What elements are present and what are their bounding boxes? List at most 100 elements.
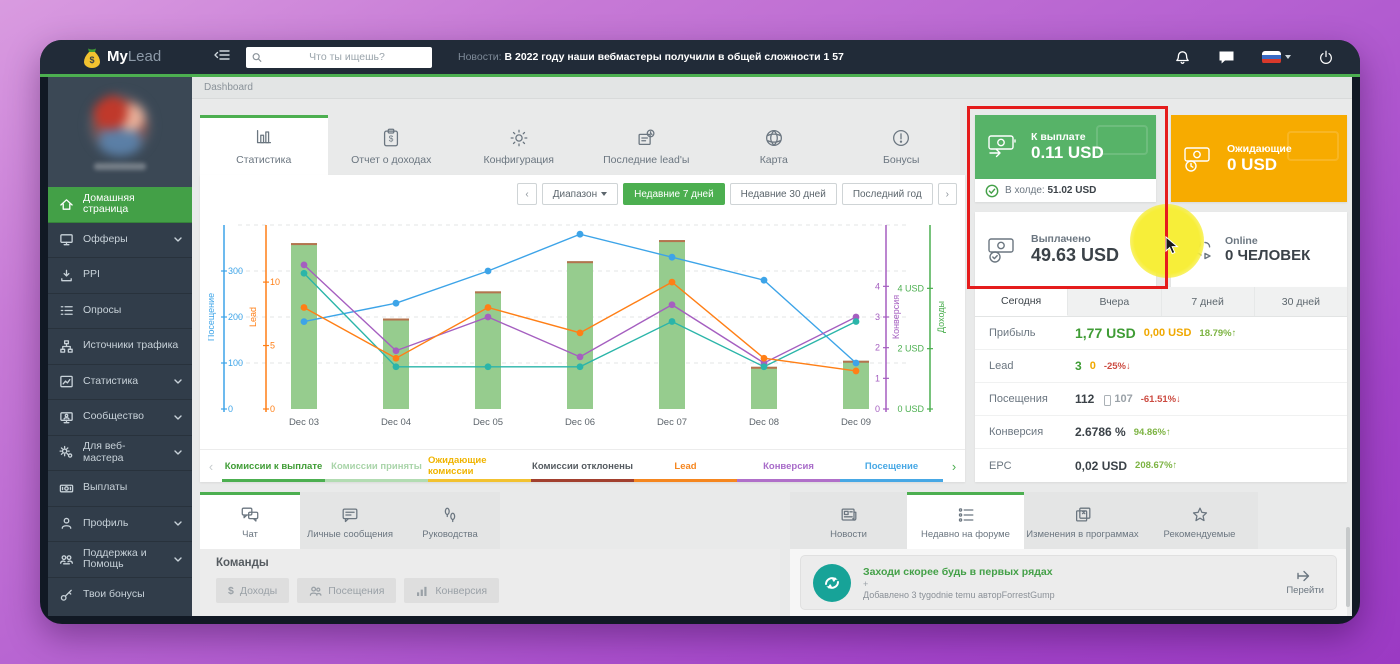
svg-text:Dec 09: Dec 09 xyxy=(841,417,871,428)
statistics-chart[interactable]: 0 100 200 300 Посещение 0 5 10 Lead 0 1 2 3 4 Конверси… xyxy=(208,211,956,445)
svg-text:1: 1 xyxy=(875,373,880,383)
legend-item[interactable]: Конверсия xyxy=(737,450,840,482)
range-7days-button[interactable]: Недавние 7 дней xyxy=(623,183,725,205)
leads-clock-icon xyxy=(638,129,655,146)
paid-card[interactable]: Выплачено 49.63 USD xyxy=(975,212,1156,287)
mobile-phone-icon xyxy=(1104,394,1112,406)
forum-post[interactable]: Заходи скорее будь в первых рядах + Доба… xyxy=(800,555,1337,610)
sidebar-item-ppi[interactable]: PPI xyxy=(48,258,192,294)
forum-topic-icon xyxy=(813,563,851,602)
sidebar-item-webmaster-tools[interactable]: Для веб-мастера xyxy=(48,436,192,471)
language-selector[interactable] xyxy=(1262,50,1291,64)
legend-prev-icon[interactable]: ‹ xyxy=(208,458,214,474)
sidebar-toggle-icon[interactable] xyxy=(214,48,230,67)
svg-text:0 USD: 0 USD xyxy=(897,404,924,414)
range-prev-button[interactable]: ‹ xyxy=(517,183,537,205)
tab-guides[interactable]: Руководства xyxy=(400,492,500,549)
teams-visits-button[interactable]: Посещения xyxy=(297,578,397,603)
forum-go-button[interactable]: Перейти xyxy=(1286,569,1324,596)
stats-tab-7days[interactable]: 7 дней xyxy=(1162,287,1255,316)
svg-text:Доходы: Доходы xyxy=(936,301,946,333)
sidebar-item-bonuses[interactable]: Твои бонусы xyxy=(48,578,192,614)
legend-item[interactable]: Посещение xyxy=(840,450,943,482)
mylead-logo[interactable]: $ MyLead xyxy=(82,46,200,68)
sidebar-item-home[interactable]: Домашняя страница xyxy=(48,187,192,223)
teams-income-button[interactable]: $ Доходы xyxy=(216,578,290,603)
range-dropdown[interactable]: Диапазон xyxy=(541,183,619,205)
payout-card[interactable]: К выплате 0.11 USD xyxy=(975,115,1156,179)
bars-icon xyxy=(417,586,427,596)
forum-post-title[interactable]: Заходи скорее будь в первых рядах xyxy=(863,565,1053,578)
forum-post-meta: Добавлено 3 tygodnie temu авторForrestGu… xyxy=(863,589,1055,600)
legend-item[interactable]: Комиссии к выплате xyxy=(222,450,325,482)
search-input[interactable] xyxy=(267,51,426,63)
legend-item[interactable]: Комиссии отклонены xyxy=(531,450,634,482)
banknote-clock-icon xyxy=(1184,146,1210,172)
sidebar-item-support[interactable]: Поддержка и Помощь xyxy=(48,542,192,578)
message-icon xyxy=(342,507,358,522)
sidebar-item-offers[interactable]: Офферы xyxy=(48,223,192,258)
logout-power-icon[interactable] xyxy=(1318,49,1334,65)
svg-text:5: 5 xyxy=(270,341,275,351)
banknote-check-icon xyxy=(988,237,1014,263)
sidebar-item-community[interactable]: Сообщество xyxy=(48,400,192,436)
tab-private-messages[interactable]: Личные сообщения xyxy=(300,492,400,549)
gear-icon xyxy=(510,129,528,147)
svg-text:Dec 05: Dec 05 xyxy=(473,417,503,428)
tab-recent-forum[interactable]: Недавно на форуме xyxy=(907,492,1024,549)
range-30days-button[interactable]: Недавние 30 дней xyxy=(729,183,837,205)
sidebar-item-payouts[interactable]: Выплаты xyxy=(48,471,192,507)
sidebar-item-profile[interactable]: Профиль xyxy=(48,507,192,542)
home-icon xyxy=(58,197,74,212)
tab-program-changes[interactable]: Изменения в программах xyxy=(1024,492,1141,549)
svg-text:Конверсия: Конверсия xyxy=(891,295,901,339)
pending-card[interactable]: Ожидающие 0 USD xyxy=(1171,115,1347,202)
svg-text:4: 4 xyxy=(875,281,880,291)
tab-label: Конфигурация xyxy=(483,154,554,166)
online-card[interactable]: Online 0 ЧЕЛОВЕК xyxy=(1171,212,1347,287)
legend-item[interactable]: Комиссии приняты xyxy=(325,450,428,482)
gears-icon xyxy=(58,445,74,460)
card-title: Ожидающие xyxy=(1227,142,1292,155)
vertical-scrollbar[interactable] xyxy=(1346,527,1350,607)
teams-conversion-button[interactable]: Конверсия xyxy=(404,578,500,603)
tab-label: Личные сообщения xyxy=(306,528,394,540)
tab-statistics[interactable]: Статистика xyxy=(200,115,328,175)
legend-next-icon[interactable]: › xyxy=(951,458,957,474)
tab-recommended[interactable]: Рекомендуемые xyxy=(1141,492,1258,549)
stats-tab-yesterday[interactable]: Вчера xyxy=(1068,287,1162,316)
svg-text:300: 300 xyxy=(228,266,243,276)
tab-bonuses[interactable]: Бонусы xyxy=(838,115,966,175)
tab-latest-leads[interactable]: Последние lead'ы xyxy=(583,115,711,175)
legend-item[interactable]: Lead xyxy=(634,450,737,482)
stats-row-lead: Lead 3 0 -25%↓ xyxy=(975,350,1347,383)
tab-chat[interactable]: Чат xyxy=(200,492,300,549)
tab-news[interactable]: Новости xyxy=(790,492,907,549)
sidebar-item-traffic-sources[interactable]: Источники трафика xyxy=(48,329,192,365)
stats-tab-today[interactable]: Сегодня xyxy=(975,287,1069,316)
svg-text:200: 200 xyxy=(228,312,243,322)
stats-row-visits: Посещения 112 107 -61.51%↓ xyxy=(975,383,1347,416)
tab-map[interactable]: Карта xyxy=(710,115,838,175)
range-next-button[interactable]: › xyxy=(937,183,957,205)
range-lastyear-button[interactable]: Последний год xyxy=(841,183,933,205)
legend-color-bar xyxy=(325,479,428,482)
sidebar-item-label: Домашняя страница xyxy=(83,191,135,216)
tab-label: Карта xyxy=(759,154,788,166)
user-profile-box[interactable] xyxy=(48,77,192,187)
chevron-down-icon xyxy=(1285,55,1291,59)
legend-item[interactable]: Ожидающие комиссии xyxy=(428,450,531,482)
svg-text:2: 2 xyxy=(875,343,880,353)
tab-income-report[interactable]: $ Отчет о доходах xyxy=(328,115,456,175)
notifications-bell-icon[interactable] xyxy=(1174,49,1191,66)
search-bar[interactable] xyxy=(246,46,432,68)
sidebar-item-surveys[interactable]: Опросы xyxy=(48,294,192,329)
chat-bubble-icon[interactable] xyxy=(1218,50,1235,65)
check-circle-icon xyxy=(985,184,999,197)
stats-tab-30days[interactable]: 30 дней xyxy=(1281,295,1320,308)
sidebar-item-label: Офферы xyxy=(83,232,128,245)
card-value: 0 ЧЕЛОВЕК xyxy=(1225,247,1311,264)
sidebar-item-statistics[interactable]: Статистика xyxy=(48,365,192,400)
tab-configuration[interactable]: Конфигурация xyxy=(455,115,583,175)
sidebar-item-label: PPI xyxy=(83,268,100,281)
